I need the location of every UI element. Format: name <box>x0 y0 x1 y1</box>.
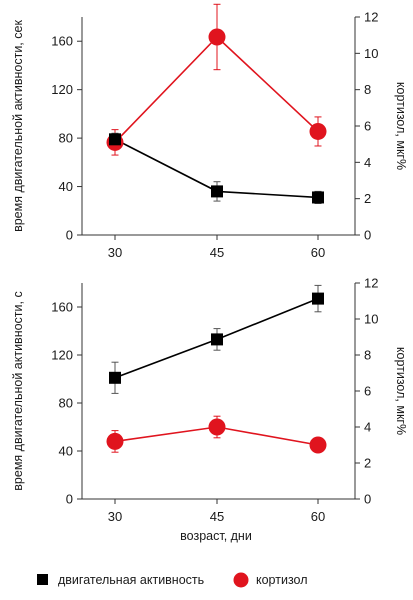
bottom-panel: 0 40 80 120 160 0 2 4 6 8 10 12 30 45 60 время двигател… <box>11 276 408 525</box>
legend-label-cortisol: кортизол <box>256 573 308 587</box>
x-tick-label: 45 <box>210 245 224 260</box>
left-tick-label: 40 <box>59 444 73 459</box>
right-tick-label: 2 <box>364 191 371 206</box>
left-tick-label: 120 <box>51 82 73 97</box>
x-tick-label: 45 <box>210 509 224 524</box>
cortisol-point <box>208 28 226 46</box>
activity-point <box>109 133 121 146</box>
x-tick-label: 60 <box>311 509 325 524</box>
right-tick-label: 8 <box>364 82 371 97</box>
x-tick-label: 30 <box>108 245 122 260</box>
activity-point <box>109 371 121 384</box>
legend-label-activity: двигательная активность <box>58 573 204 587</box>
x-tick-label: 60 <box>311 245 325 260</box>
right-tick-label: 4 <box>364 155 371 170</box>
left-tick-label: 40 <box>59 179 73 194</box>
left-tick-label: 80 <box>59 396 73 411</box>
y2-axis-label: кортизол, мкг% <box>394 82 408 170</box>
right-tick-label: 10 <box>364 46 378 61</box>
right-tick-label: 0 <box>364 492 371 507</box>
right-tick-label: 8 <box>364 348 371 363</box>
left-tick-label: 160 <box>51 300 73 315</box>
right-tick-label: 12 <box>364 276 378 291</box>
activity-point <box>211 333 223 346</box>
legend-circle-marker <box>233 572 249 588</box>
right-tick-label: 4 <box>364 420 371 435</box>
left-tick-label: 0 <box>66 492 73 507</box>
legend: двигательная активность кортизол <box>37 572 308 588</box>
right-tick-label: 12 <box>364 10 378 25</box>
activity-point <box>312 292 324 305</box>
x-tick-label: 30 <box>108 509 122 524</box>
top-panel: 0 40 80 120 160 0 2 4 6 8 10 12 30 45 60 время двигател… <box>11 3 408 260</box>
y2-axis-label: кортизол, мкг% <box>394 347 408 435</box>
y-axis-label: время двигательной активности, с <box>11 291 25 490</box>
y-axis-label: время двигательной активности, сек <box>11 20 25 232</box>
cortisol-point <box>208 418 226 436</box>
cortisol-point <box>309 122 327 140</box>
right-tick-label: 2 <box>364 456 371 471</box>
x-axis-label: возраст, дни <box>180 529 252 543</box>
left-tick-label: 0 <box>66 228 73 243</box>
left-tick-label: 160 <box>51 34 73 49</box>
cortisol-point <box>106 432 124 450</box>
left-tick-label: 80 <box>59 131 73 146</box>
right-tick-label: 6 <box>364 384 371 399</box>
left-tick-label: 120 <box>51 348 73 363</box>
legend-square-marker <box>37 574 48 585</box>
right-tick-label: 0 <box>364 228 371 243</box>
right-tick-label: 6 <box>364 119 371 134</box>
activity-point <box>211 185 223 198</box>
right-tick-label: 10 <box>364 312 378 327</box>
activity-point <box>312 191 324 204</box>
cortisol-point <box>309 436 327 454</box>
